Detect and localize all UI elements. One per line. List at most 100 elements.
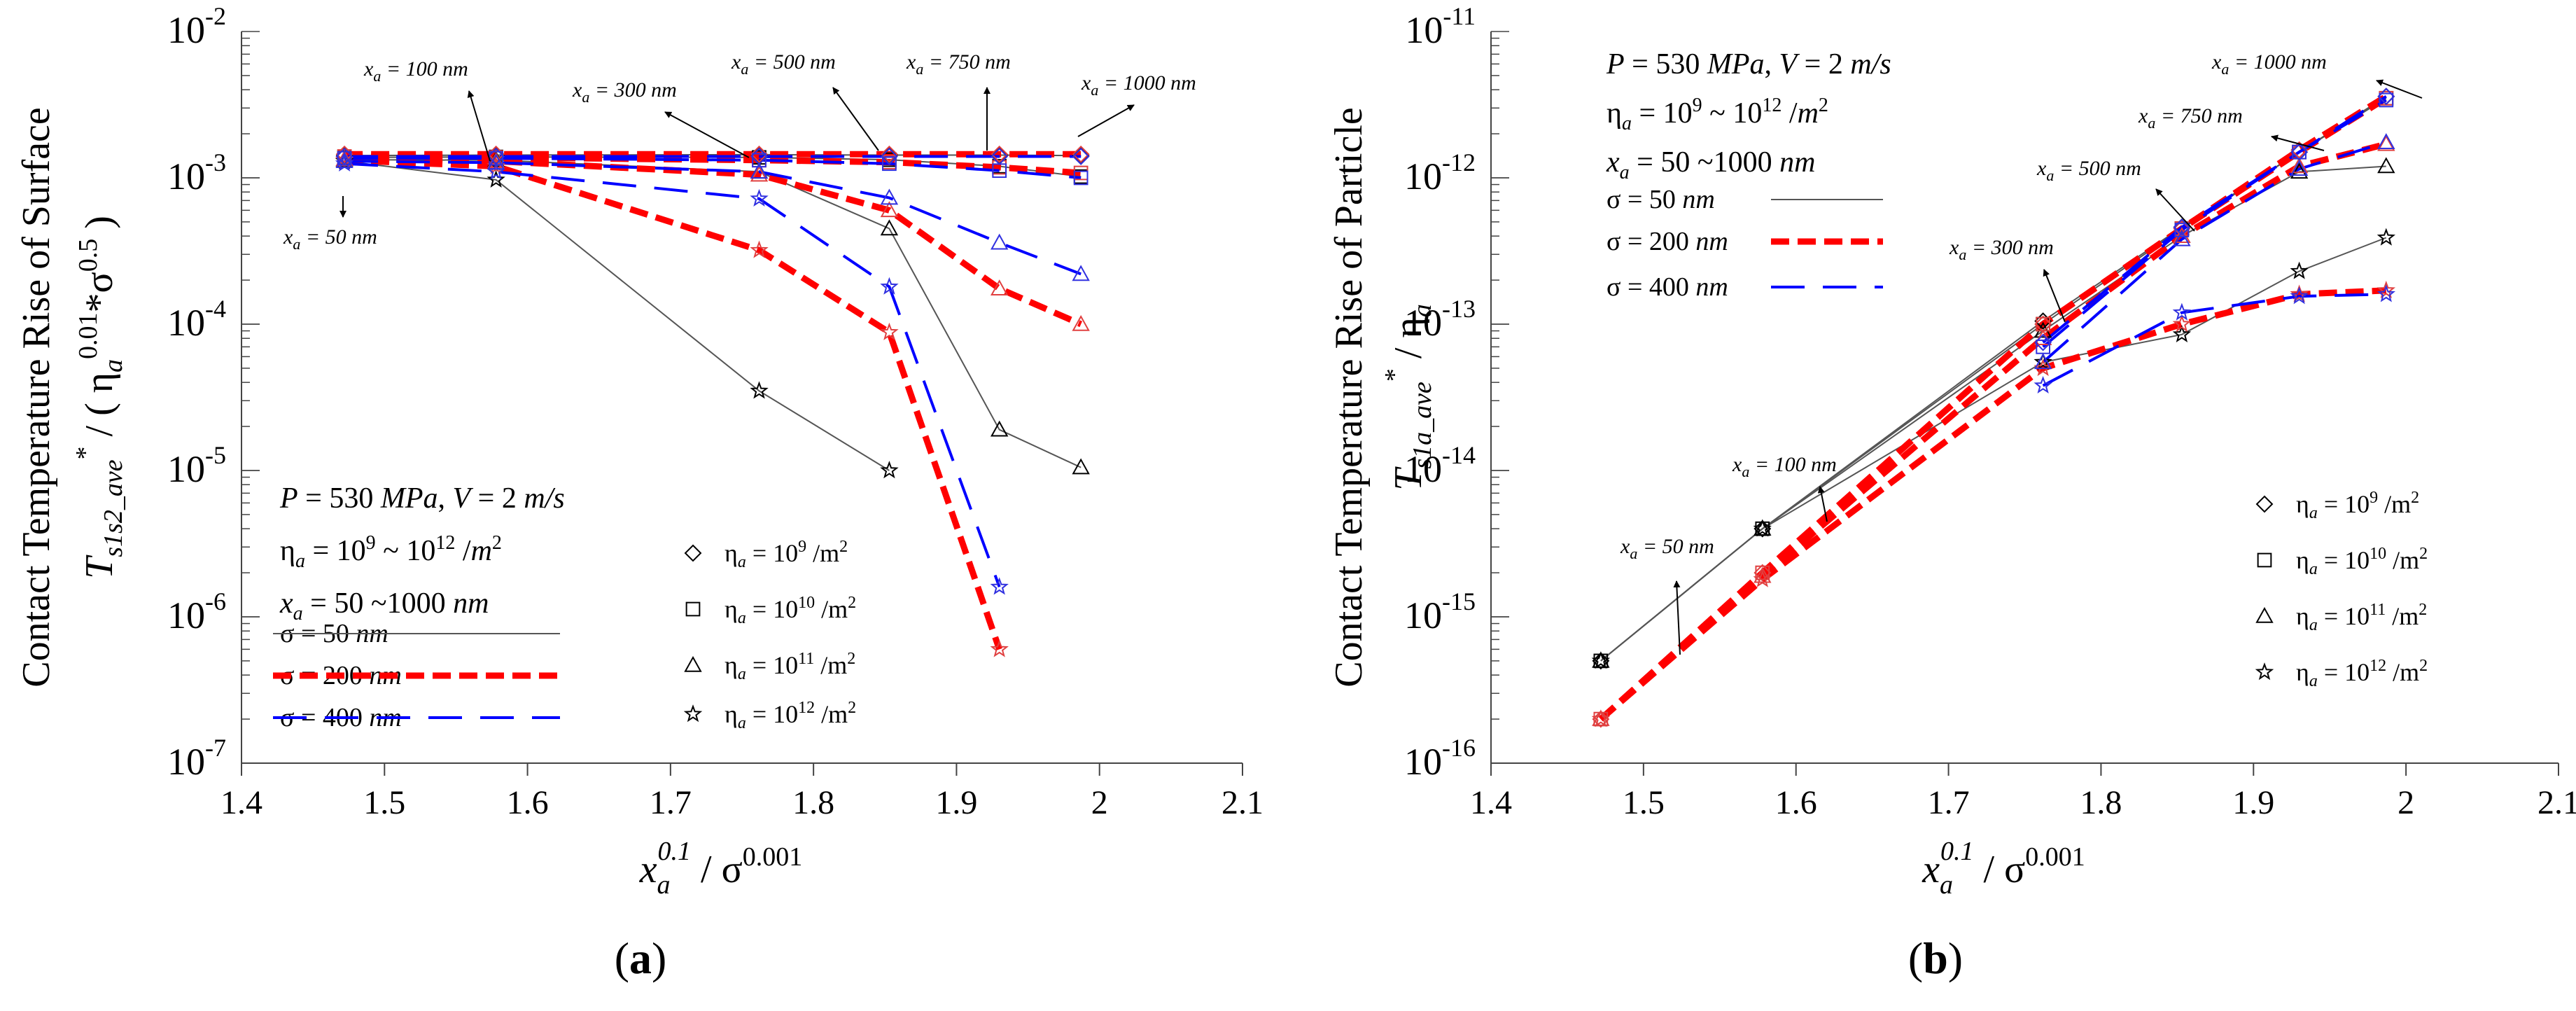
data-point-sigma50-eta11 xyxy=(880,219,899,236)
data-point-sigma400-eta12 xyxy=(880,277,899,295)
x-tick-label: 1.6 xyxy=(507,784,549,821)
legend-eta9-label: ηa = 109 /m2 xyxy=(724,538,848,571)
y-tick-label: 10-15 xyxy=(1404,587,1476,636)
data-point-sigma50-eta11 xyxy=(1072,458,1090,475)
y-tick-label: 10-13 xyxy=(1404,295,1476,344)
x-tick-label: 1.7 xyxy=(650,784,692,821)
data-point-sigma400-eta10 xyxy=(1073,170,1088,186)
param-xa-range: xa = 50 ~1000 nm xyxy=(1606,146,1815,183)
annotation-label: xa = 500 nm xyxy=(731,50,836,78)
series-line-sigma400-eta11 xyxy=(2042,141,2387,363)
data-point-sigma200-eta10 xyxy=(1755,565,1770,580)
series-line-sigma200-eta11 xyxy=(1598,141,2387,722)
data-point-sigma200-eta11 xyxy=(2173,227,2191,243)
annotation-label: xa = 100 nm xyxy=(1732,453,1837,480)
data-point-sigma400-eta11 xyxy=(880,188,899,205)
data-point-sigma200-eta12 xyxy=(2172,314,2192,333)
annotation-arrow xyxy=(1673,580,1681,655)
data-point-sigma50-eta12 xyxy=(2376,228,2396,246)
annotation-label: xa = 50 nm xyxy=(1620,535,1714,562)
data-point-sigma400-eta11 xyxy=(1072,265,1090,281)
data-point-sigma400-eta10 xyxy=(337,151,352,166)
data-point-sigma50-eta9 xyxy=(2034,312,2052,330)
annotation-label: xa = 750 nm xyxy=(906,50,1011,78)
series-line-sigma200-eta12 xyxy=(1598,287,2386,722)
series-line-sigma400-eta9 xyxy=(2042,95,2387,344)
y-tick-label: 10-14 xyxy=(1404,441,1476,490)
x-tick-label: 1.8 xyxy=(792,784,834,821)
annotation-arrow xyxy=(2376,79,2423,99)
data-point-sigma200-eta12 xyxy=(1753,569,1772,587)
annotation-label: xa = 750 nm xyxy=(2138,104,2243,132)
series-line-sigma200-eta9 xyxy=(1598,93,2388,722)
data-point-sigma200-eta9 xyxy=(750,145,768,163)
data-point-sigma400-eta12 xyxy=(486,162,505,180)
annotation-arrow xyxy=(664,111,750,158)
data-point-sigma400-eta12 xyxy=(990,577,1009,595)
data-point-sigma200-eta11 xyxy=(2377,134,2395,151)
data-point-sigma200-eta12 xyxy=(990,639,1009,657)
legend-eta9-marker xyxy=(684,544,702,562)
series-line-sigma50-eta12 xyxy=(344,160,890,471)
y-tick-label: 10-2 xyxy=(167,2,226,51)
legend-eta9-label: ηa = 109 /m2 xyxy=(2296,489,2419,522)
data-point-sigma200-eta11 xyxy=(750,165,769,182)
data-point-sigma400-eta10 xyxy=(992,163,1007,179)
y-axis-label: Contact Temperature Rise of Surface xyxy=(15,107,58,688)
annotation-arrow xyxy=(1817,486,1828,522)
annotation-label: xa = 50 nm xyxy=(283,225,377,253)
legend-eta10-label: ηa = 1010 /m2 xyxy=(2296,545,2428,578)
data-point-sigma400-eta11 xyxy=(2290,160,2309,176)
data-point-sigma200-eta12 xyxy=(880,322,899,340)
data-point-sigma400-eta9 xyxy=(2173,218,2191,236)
legend-eta12-marker xyxy=(2255,662,2274,681)
annotation-label: xa = 300 nm xyxy=(1949,236,2054,263)
annotation-label: xa = 300 nm xyxy=(572,78,677,106)
param-pressure-speed: P = 530 MPa, V = 2 m/s xyxy=(279,482,565,515)
x-tick-label: 1.5 xyxy=(363,784,405,821)
data-point-sigma200-eta11 xyxy=(2290,157,2309,174)
annotation-arrow xyxy=(1077,104,1135,137)
x-axis-label: xa0.1 / σ0.001 xyxy=(639,837,803,900)
data-point-sigma400-eta12 xyxy=(750,188,769,207)
data-point-sigma200-eta12 xyxy=(2376,280,2396,298)
x-tick-label: 2 xyxy=(1091,784,1108,821)
legend-eta11-label: ηa = 1011 /m2 xyxy=(2296,601,2427,634)
chart-panel-b: 10-16 10-15 10-14 10-13 10-12 10-11 1.4 1.5 1.6 1… xyxy=(1327,2,2576,983)
data-point-sigma200-eta11 xyxy=(1072,314,1090,331)
data-point-sigma50-eta11 xyxy=(1754,520,1772,536)
data-point-sigma50-eta12 xyxy=(750,381,769,399)
legend-eta10-label: ηa = 1010 /m2 xyxy=(724,594,856,627)
chart-panel-a: 10-7 10-6 10-5 10-4 10-3 10-2 1.4 1.5 1.6 1.7 1.8 1… xyxy=(15,2,1264,983)
series-line-sigma400-eta10 xyxy=(2042,99,2387,348)
data-point-sigma50-eta12 xyxy=(1753,519,1772,537)
data-point-sigma200-eta11 xyxy=(880,201,899,218)
x-tick-label: 1.7 xyxy=(1928,784,1970,821)
data-point-sigma400-eta12 xyxy=(2033,375,2052,394)
data-point-sigma400-eta11 xyxy=(2033,353,2052,370)
data-point-sigma400-eta12 xyxy=(335,153,354,172)
data-point-sigma400-eta10 xyxy=(882,156,897,172)
x-tick-label: 1.4 xyxy=(220,784,262,821)
series-line-sigma200-eta12 xyxy=(344,157,1002,650)
legend-eta10-marker xyxy=(2257,552,2272,568)
x-tick-label: 1.6 xyxy=(1775,784,1817,821)
legend-sigma200-label: σ = 200 nm xyxy=(1606,227,1728,256)
series-line-sigma200-eta11 xyxy=(344,155,1082,328)
x-tick-label: 1.8 xyxy=(2080,784,2122,821)
legend-eta11-label: ηa = 1011 /m2 xyxy=(724,650,855,683)
data-point-sigma50-eta12 xyxy=(2290,261,2309,279)
annotation-arrow xyxy=(467,90,491,162)
data-point-sigma200-eta9 xyxy=(1072,145,1090,163)
data-point-sigma50-eta12 xyxy=(2172,324,2192,343)
param-pressure-speed: P = 530 MPa, V = 2 m/s xyxy=(1606,48,1891,81)
legend-eta9-marker xyxy=(2255,495,2274,513)
data-point-sigma400-eta12 xyxy=(2376,284,2396,302)
data-point-sigma200-eta12 xyxy=(1591,709,1610,727)
param-xa-range: xa = 50 ~1000 nm xyxy=(279,587,489,625)
data-point-sigma200-eta9 xyxy=(990,145,1009,163)
y-tick-label: 10-7 xyxy=(167,734,226,783)
legend-eta11-marker xyxy=(2255,606,2274,623)
data-point-sigma400-eta10 xyxy=(2292,144,2306,160)
